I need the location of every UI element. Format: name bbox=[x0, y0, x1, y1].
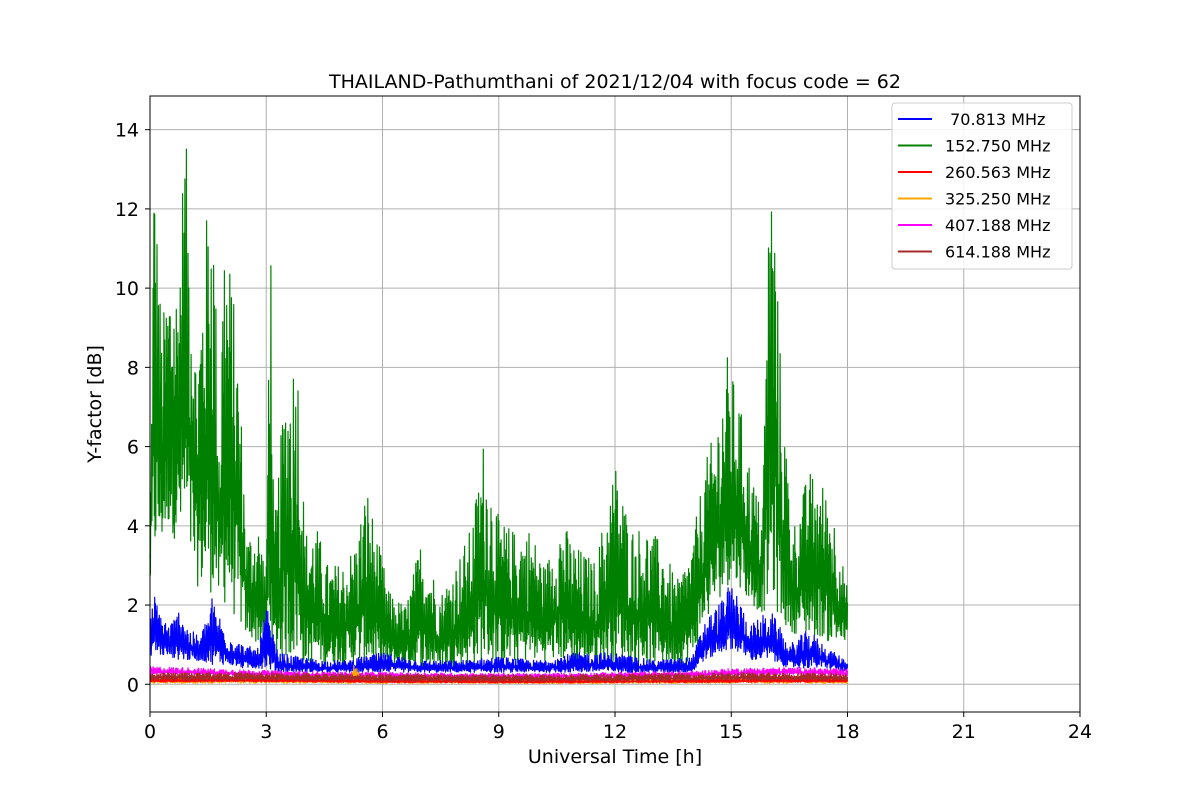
y-tick-label: 2 bbox=[127, 595, 139, 617]
y-axis-label: Y-factor [dB] bbox=[84, 345, 106, 464]
x-tick-label: 24 bbox=[1068, 721, 1092, 743]
legend-label: 407.188 MHz bbox=[945, 216, 1050, 235]
y-tick-label: 6 bbox=[127, 437, 139, 459]
x-tick-label: 6 bbox=[376, 721, 388, 743]
series-line bbox=[149, 148, 849, 669]
y-tick-label: 14 bbox=[115, 120, 139, 142]
series-line bbox=[149, 671, 849, 683]
legend-box bbox=[891, 102, 1073, 270]
x-tick-label: 0 bbox=[144, 721, 156, 743]
legend-label: 152.750 MHz bbox=[945, 137, 1050, 156]
series-line bbox=[149, 587, 849, 673]
x-axis-label: Universal Time [h] bbox=[528, 746, 702, 768]
legend-label: 70.813 MHz bbox=[945, 110, 1045, 129]
y-tick-label: 0 bbox=[127, 674, 139, 696]
legend-label: 614.188 MHz bbox=[945, 243, 1050, 262]
x-tick-label: 18 bbox=[835, 721, 859, 743]
y-tick-label: 8 bbox=[127, 357, 139, 379]
chart-title: THAILAND-Pathumthani of 2021/12/04 with … bbox=[328, 71, 901, 93]
y-tick-label: 10 bbox=[115, 278, 139, 300]
x-tick-label: 15 bbox=[719, 721, 743, 743]
x-tick-label: 9 bbox=[493, 721, 505, 743]
legend: 70.813 MHz 152.750 MHz 260.563 MHz 325.250 … bbox=[891, 102, 1073, 270]
x-tick-label: 21 bbox=[952, 721, 976, 743]
x-tick-label: 3 bbox=[260, 721, 272, 743]
series-layer bbox=[149, 148, 849, 685]
y-tick-label: 4 bbox=[127, 516, 139, 538]
legend-label: 260.563 MHz bbox=[945, 163, 1050, 182]
legend-label: 325.250 MHz bbox=[945, 190, 1050, 209]
y-tick-label: 12 bbox=[115, 199, 139, 221]
x-tick-label: 12 bbox=[603, 721, 627, 743]
